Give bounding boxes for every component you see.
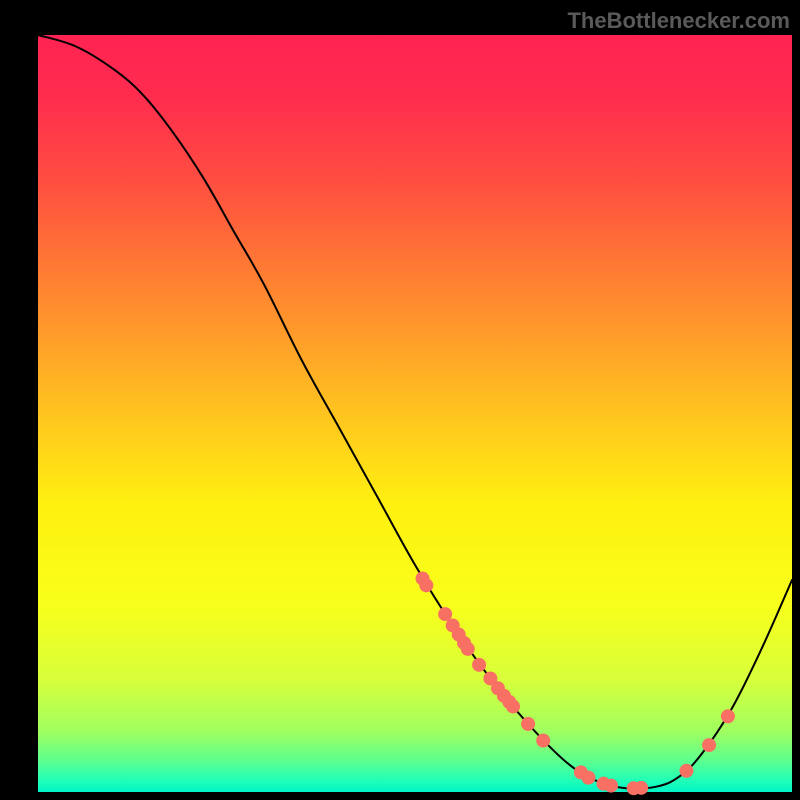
curve-marker <box>419 578 433 592</box>
plot-background <box>38 35 792 792</box>
bottleneck-curve-chart <box>0 0 800 800</box>
curve-marker <box>536 734 550 748</box>
curve-marker <box>679 764 693 778</box>
chart-container: TheBottlenecker.com <box>0 0 800 800</box>
curve-marker <box>634 781 648 795</box>
curve-marker <box>472 658 486 672</box>
curve-marker <box>581 771 595 785</box>
curve-marker <box>506 699 520 713</box>
curve-marker <box>702 738 716 752</box>
curve-marker <box>721 709 735 723</box>
curve-marker <box>461 642 475 656</box>
curve-marker <box>604 779 618 793</box>
curve-marker <box>521 717 535 731</box>
